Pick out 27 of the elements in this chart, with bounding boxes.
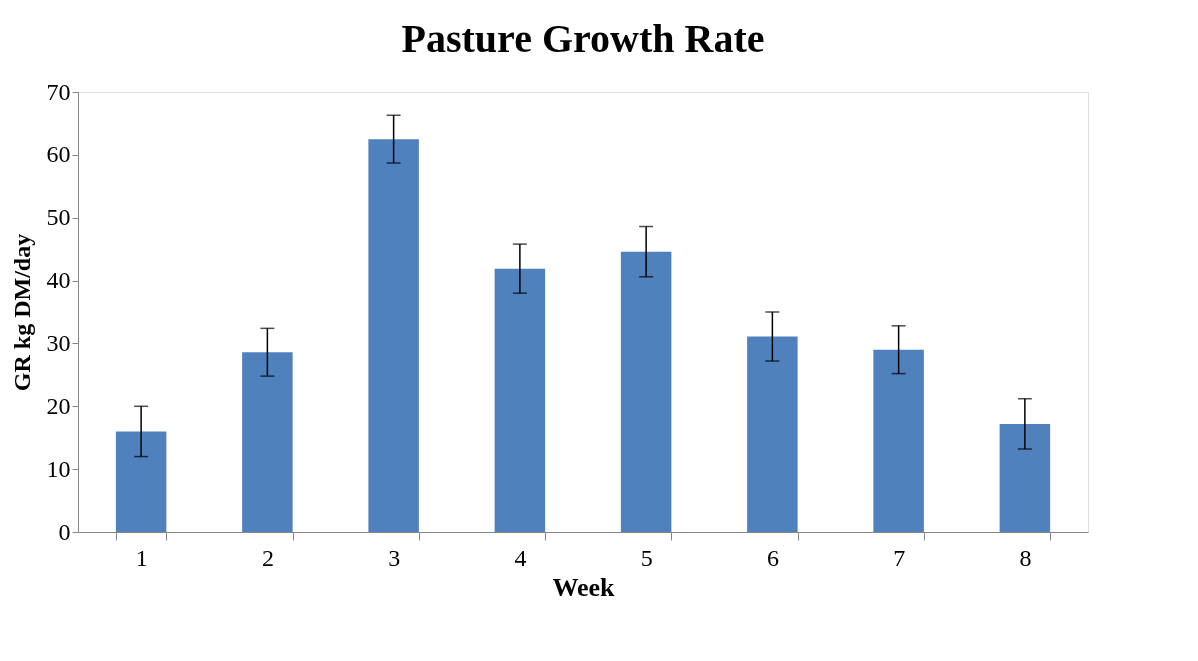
- x-tick-label: 8: [1019, 544, 1032, 571]
- bar: [368, 139, 419, 532]
- bar: [242, 352, 293, 532]
- bar: [999, 423, 1051, 532]
- x-tick-label: 3: [388, 544, 401, 571]
- bar: [620, 251, 672, 532]
- x-axis-title: Week: [552, 572, 616, 602]
- y-tick-label: 30: [46, 329, 71, 356]
- y-tick-label: 10: [46, 455, 71, 482]
- bar: [873, 349, 924, 532]
- y-tick-label: 0: [58, 518, 71, 545]
- x-tick-label: 7: [893, 544, 906, 571]
- x-tick-label: 6: [766, 544, 779, 571]
- chart-title: Pasture Growth Rate: [401, 16, 765, 61]
- y-tick-label: 70: [46, 78, 71, 105]
- y-tick-label: 50: [46, 204, 71, 231]
- x-tick-label: 4: [514, 544, 527, 571]
- bar: [115, 431, 167, 532]
- bar: [747, 336, 798, 532]
- y-tick-label: 20: [46, 392, 71, 419]
- y-tick-label: 60: [46, 141, 71, 168]
- x-tick-label: 1: [135, 544, 148, 571]
- bar: [494, 268, 546, 532]
- y-tick-label: 40: [46, 267, 71, 294]
- x-tick-label: 2: [261, 544, 274, 571]
- x-tick-label: 5: [640, 544, 653, 571]
- y-axis-title: GR kg DM/day: [8, 233, 35, 392]
